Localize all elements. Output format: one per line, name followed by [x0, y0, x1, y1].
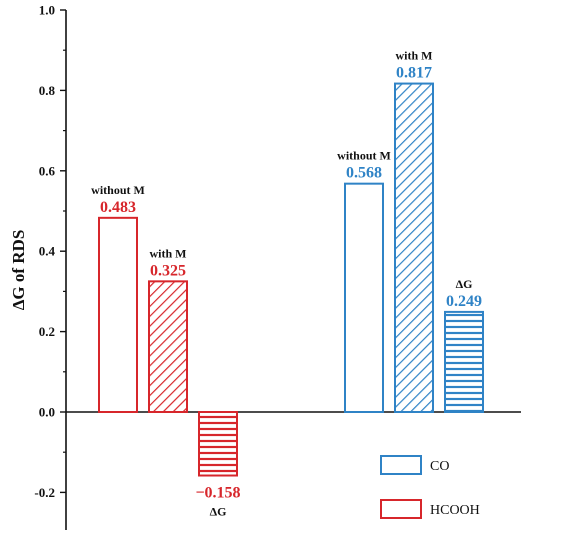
bar-hcooh-δg [198, 411, 238, 477]
y-tick-label: 0.4 [39, 244, 56, 259]
y-axis-ticks: 1.0 0.8 0.6 0.4 0.2 0.0 -0.2 [34, 3, 66, 500]
value-label: 0.568 [346, 165, 382, 182]
legend-swatch-hcooh [380, 499, 422, 519]
bar-co-δg [444, 310, 484, 414]
y-tick-label: 0.0 [39, 405, 55, 420]
bar-category-label: with M [396, 49, 433, 63]
legend-label-co: CO [430, 459, 449, 474]
value-label: 0.249 [446, 293, 482, 310]
y-tick-label: 0.2 [39, 324, 55, 339]
y-tick-label: -0.2 [34, 485, 55, 500]
y-axis-title: ΔG of RDS [9, 230, 28, 311]
bar-co-with-m [394, 82, 434, 413]
y-tick-label: 0.6 [39, 163, 56, 178]
value-label: 0.817 [396, 65, 432, 82]
y-tick-label: 0.8 [39, 83, 56, 98]
value-label: 0.325 [150, 262, 186, 279]
bar-category-label: without M [91, 183, 145, 197]
legend-swatch-co [380, 455, 422, 475]
y-tick-label: 1.0 [39, 3, 55, 18]
legend: CO HCOOH [380, 455, 480, 519]
bar-hcooh-without-m [98, 216, 138, 413]
bars-group [98, 82, 484, 477]
bar-hcooh-with-m [148, 280, 188, 413]
bar-category-label: without M [337, 149, 391, 163]
bar-co-without-m [344, 182, 384, 413]
bar-category-label: with M [150, 246, 187, 260]
bar-category-label: ΔG [456, 277, 473, 291]
value-label: 0.483 [100, 199, 136, 216]
bar-labels-group: 0.483 without M 0.325 with M −0.158 ΔG 0.568 wi… [91, 49, 482, 519]
bar-category-label: ΔG [210, 505, 227, 519]
legend-label-hcooh: HCOOH [430, 503, 480, 518]
value-label: −0.158 [195, 485, 240, 502]
